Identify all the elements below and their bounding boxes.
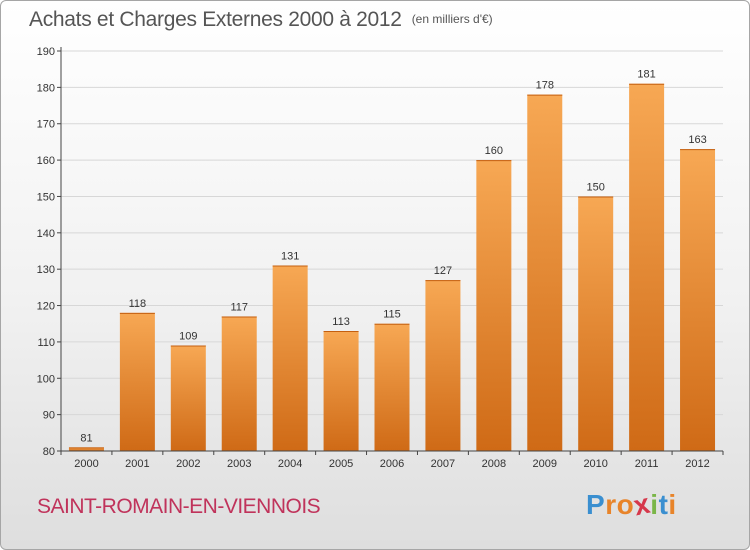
- bar: [629, 83, 665, 452]
- value-labels: 81 118 109 117 131 113 115 127 160 178 150 181 163: [80, 69, 706, 445]
- x-tick-label: 2010: [583, 458, 607, 470]
- bar: [323, 331, 359, 451]
- value-label: 118: [129, 298, 147, 310]
- x-tick-label: 2007: [431, 458, 455, 470]
- y-tick-label: 130: [37, 264, 55, 276]
- value-label: 160: [485, 145, 503, 157]
- value-label: 178: [536, 80, 554, 92]
- y-tick-label: 140: [37, 228, 55, 240]
- value-label: 181: [637, 69, 655, 81]
- chart-unit: (en milliers d'€): [411, 12, 493, 26]
- bar: [272, 265, 308, 451]
- bars: [68, 83, 716, 452]
- y-tick-label: 180: [37, 82, 55, 94]
- logo-letter: t: [658, 489, 669, 520]
- bar: [680, 149, 716, 451]
- logo-letter: o: [616, 489, 635, 520]
- bar: [476, 160, 512, 451]
- value-label: 117: [230, 301, 248, 313]
- x-tick-label: 2002: [176, 458, 200, 470]
- bar: [221, 316, 257, 451]
- x-tick-label: 2000: [74, 458, 98, 470]
- bar: [527, 94, 563, 452]
- value-label: 150: [587, 181, 605, 193]
- x-tick-label: 2003: [227, 458, 251, 470]
- bar: [170, 345, 206, 451]
- chart-title: Achats et Charges Externes 2000 à 2012 (e…: [29, 8, 493, 32]
- y-tick-label: 100: [37, 373, 55, 385]
- bar: [119, 312, 155, 451]
- bar: [68, 447, 104, 451]
- y-tick-label: 120: [37, 301, 55, 313]
- x-tick-label: 2012: [685, 458, 709, 470]
- y-tick-label: 150: [37, 191, 55, 203]
- x-tick-label: 2005: [329, 458, 353, 470]
- bar: [578, 196, 614, 451]
- value-label: 131: [281, 251, 299, 263]
- proxiti-logo[interactable]: Proxiti: [586, 488, 677, 522]
- x-tick-label: 2008: [482, 458, 506, 470]
- x-tick-label: 2001: [125, 458, 149, 470]
- value-label: 115: [383, 309, 401, 321]
- bar: [425, 280, 461, 451]
- axes: 80 90 100 110 120 130 140 150 160 170 180 190 2000 20…: [37, 46, 724, 470]
- chart-title-text: Achats et Charges Externes 2000 à 2012: [29, 8, 402, 31]
- value-label: 81: [80, 432, 92, 444]
- logo-letter: i: [668, 489, 677, 520]
- x-tick-label: 2004: [278, 458, 302, 470]
- y-tick-label: 190: [37, 46, 55, 58]
- y-tick-label: 110: [37, 337, 55, 349]
- x-tick-label: 2006: [380, 458, 404, 470]
- value-label: 109: [179, 331, 197, 343]
- logo-letter: r: [605, 489, 617, 520]
- x-tick-label: 2009: [533, 458, 557, 470]
- bar: [374, 323, 410, 451]
- y-tick-label: 90: [43, 410, 55, 422]
- x-tick-label: 2011: [635, 458, 659, 470]
- value-label: 113: [332, 316, 350, 328]
- commune-name: SAINT-ROMAIN-EN-VIENNOIS: [37, 495, 321, 518]
- value-label: 163: [688, 134, 706, 146]
- y-tick-label: 160: [37, 155, 55, 167]
- y-tick-label: 170: [37, 119, 55, 131]
- y-tick-label: 80: [43, 446, 55, 458]
- logo-letter: i: [650, 489, 659, 520]
- value-label: 127: [434, 265, 452, 277]
- logo-letter: P: [586, 489, 606, 520]
